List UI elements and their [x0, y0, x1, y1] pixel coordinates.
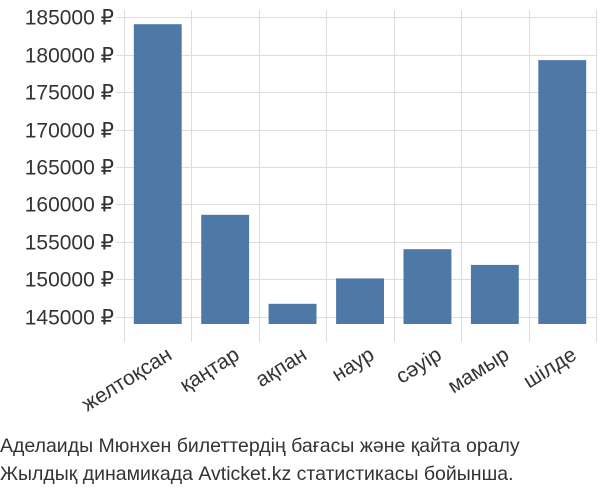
- y-tick-label: 145000 ₽: [25, 307, 114, 330]
- x-tick-label: желтоқсан: [78, 343, 176, 416]
- bar-5: [403, 249, 452, 324]
- x-tick-label: қаңтар: [176, 343, 243, 397]
- bar-2: [201, 214, 250, 324]
- grid-lines: [116, 10, 597, 342]
- bar-7: [538, 60, 587, 324]
- caption-line-2: Жылдық динамикада Avticket.kz статистика…: [0, 463, 514, 485]
- y-axis-tick-labels: 145000 ₽ 150000 ₽ 155000 ₽ 160000 ₽ 165000 ₽…: [25, 7, 114, 330]
- y-tick-label: 175000 ₽: [25, 82, 114, 105]
- y-tick-label: 155000 ₽: [25, 232, 114, 255]
- y-tick-label: 170000 ₽: [25, 120, 114, 143]
- bar-6: [470, 264, 519, 324]
- bar-chart: 145000 ₽ 150000 ₽ 155000 ₽ 160000 ₽ 165000 ₽…: [25, 7, 597, 416]
- y-tick-label: 150000 ₽: [25, 269, 114, 292]
- x-tick-label: шілде: [519, 343, 580, 393]
- bars: [133, 24, 587, 324]
- x-tick-label: наур: [328, 343, 378, 386]
- bar-1: [133, 24, 182, 324]
- x-tick-label: ақпан: [252, 343, 311, 392]
- y-tick-label: 165000 ₽: [25, 157, 114, 180]
- bar-3: [268, 303, 317, 324]
- x-tick-label: мамыр: [444, 343, 513, 398]
- y-tick-label: 160000 ₽: [25, 194, 114, 217]
- y-tick-label: 185000 ₽: [25, 7, 114, 30]
- bar-4: [336, 278, 384, 324]
- y-tick-label: 180000 ₽: [25, 45, 114, 68]
- chart-caption: Аделаиды Мюнхен билеттердің бағасы және …: [0, 432, 600, 488]
- caption-line-1: Аделаиды Мюнхен билеттердің бағасы және …: [0, 435, 520, 457]
- x-tick-label: сәуір: [392, 343, 446, 388]
